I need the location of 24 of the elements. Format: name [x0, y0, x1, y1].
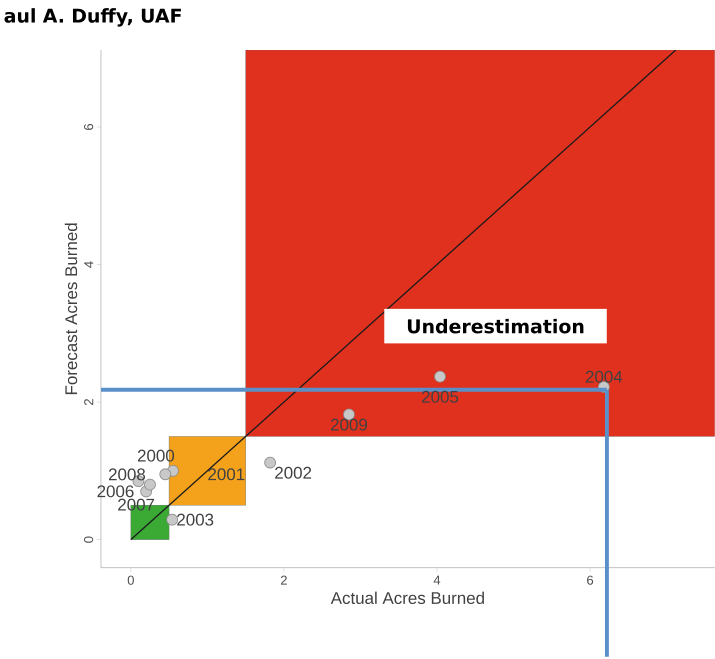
point [434, 370, 446, 383]
band-label: Underestimation [408, 318, 584, 334]
x-axis-title: Actual Acres Burned [330, 592, 484, 604]
annotation: 2009 [330, 418, 367, 431]
y-tick-label: 4 [84, 261, 94, 268]
annotation: 2004 [586, 370, 622, 383]
annotation: 2005 [422, 390, 458, 403]
y-tick-label: 0 [84, 536, 94, 543]
text: aul A. Duffy, UAF [4, 8, 181, 27]
y-axis-title: Forecast Acres Burned [64, 224, 78, 394]
y-tick-label: 6 [84, 124, 94, 130]
point [159, 468, 172, 480]
x-tick-label: 0 [128, 576, 134, 585]
point [144, 478, 156, 491]
point [264, 456, 276, 469]
y-tick-label: 2 [84, 399, 94, 406]
annotation: 2006 [97, 485, 134, 498]
x-tick-label: 2 [280, 576, 287, 585]
annotation: 2001 [208, 468, 244, 480]
x-tick-label: 4 [434, 576, 440, 585]
annotation: 2008 [108, 468, 146, 481]
x-tick-label: 6 [587, 576, 594, 585]
annotation: 2003 [177, 514, 214, 526]
annotation: 2002 [275, 466, 312, 479]
